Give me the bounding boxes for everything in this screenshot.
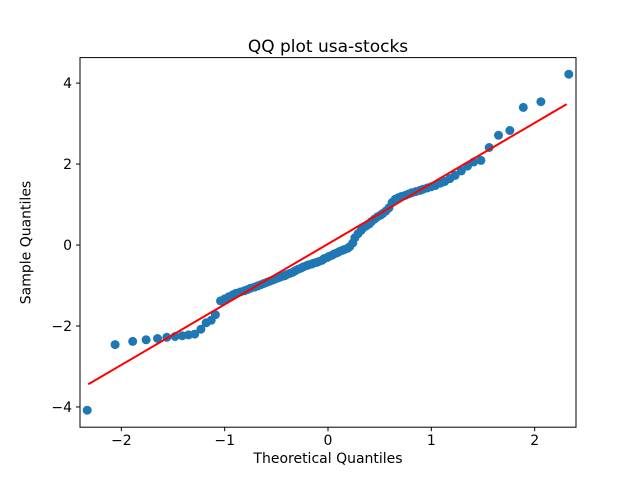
data-point [536, 97, 546, 107]
y-tick-label: −2 [51, 319, 72, 335]
y-tick-label: 0 [63, 238, 72, 254]
data-point [450, 170, 460, 180]
x-tick-label: −2 [111, 433, 132, 449]
x-tick-label: 0 [324, 433, 333, 449]
data-point [190, 329, 200, 339]
data-point [196, 324, 206, 334]
axis-tick-labels: −2 −1 0 1 2 −4 −2 0 2 4 [51, 76, 539, 449]
axis-ticks [76, 82, 536, 432]
data-point [110, 340, 120, 350]
data-point [456, 166, 466, 176]
x-tick-label: 2 [530, 433, 539, 449]
data-point [82, 405, 92, 415]
data-point [128, 336, 138, 346]
y-tick-label: 2 [63, 157, 72, 173]
y-tick-label: 4 [63, 76, 72, 92]
data-point [505, 126, 515, 135]
x-axis-label: Theoretical Quantiles [253, 451, 403, 467]
x-tick-label: −1 [214, 433, 235, 449]
data-point [153, 334, 162, 343]
x-tick-label: 1 [427, 433, 436, 449]
y-tick-label: −4 [51, 400, 72, 416]
data-point [518, 102, 528, 112]
data-point [494, 130, 503, 140]
data-point [210, 310, 220, 320]
y-axis-label: Sample Quantiles [18, 180, 35, 305]
data-point [141, 335, 151, 345]
reference-line [87, 103, 568, 386]
chart-title: QQ plot usa-stocks [247, 37, 409, 57]
data-point [564, 69, 574, 79]
data-point [476, 155, 486, 165]
